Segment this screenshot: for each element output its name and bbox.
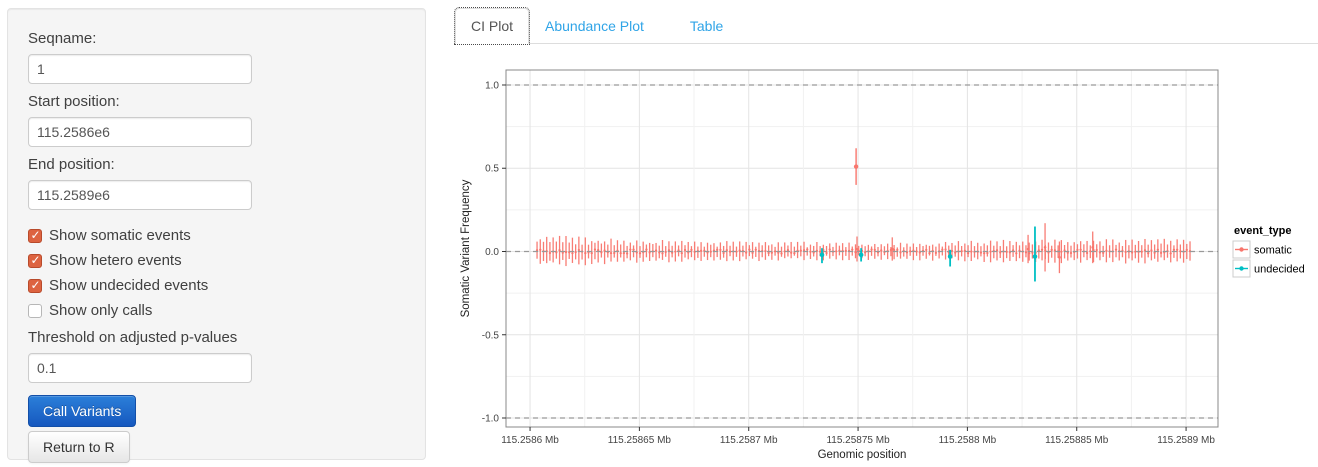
y-tick-label: 0.5 (485, 164, 499, 175)
start-position-label: Start position: (28, 93, 120, 110)
call-variants-button[interactable]: Call Variants (28, 395, 137, 427)
end-position-input[interactable] (28, 180, 252, 210)
checkbox-icon[interactable] (28, 253, 42, 268)
tab-ci-plot[interactable]: CI Plot (453, 7, 531, 45)
undecided-point (858, 252, 864, 258)
checkbox-icon[interactable] (28, 303, 42, 318)
threshold-input[interactable] (28, 353, 252, 383)
checkbox-group: Show somatic events Show hetero events S… (28, 223, 405, 323)
undecided-point (947, 254, 953, 259)
plot-legend (1232, 240, 1251, 278)
seqname-input[interactable] (28, 54, 252, 84)
x-tick-label: 115.25875 Mb (826, 435, 890, 446)
y-tick-label: -0.5 (482, 330, 500, 341)
x-tick-label: 115.25865 Mb (608, 435, 672, 446)
x-tick-label: 115.2586 Mb (501, 435, 559, 446)
legend-label: somatic (1254, 245, 1292, 257)
x-axis-title: Genomic position (818, 449, 907, 461)
checkbox-icon[interactable] (28, 278, 42, 293)
y-tick-label: 1.0 (485, 80, 499, 91)
somatic-outlier-point (853, 164, 859, 169)
sidebar-panel: Seqname: Start position: End position: S… (7, 8, 426, 463)
checkbox-show-only-calls[interactable]: Show only calls (28, 298, 405, 323)
x-tick-label: 115.2587 Mb (720, 435, 778, 446)
legend-title: event_type (1234, 225, 1291, 237)
undecided-point (819, 252, 825, 258)
somatic-band (535, 223, 1192, 274)
legend-label: undecided (1254, 264, 1305, 276)
checkbox-label: Show somatic events (49, 227, 191, 244)
undecided-point (1032, 254, 1038, 259)
y-axis-title: Somatic Variant Frequency (460, 179, 472, 317)
start-position-input[interactable] (28, 117, 252, 147)
threshold-label: Threshold on adjusted p-values (28, 329, 238, 346)
checkbox-icon[interactable] (28, 228, 42, 243)
ci-plot: 115.2586 Mb 115.25865 Mb 115.2587 Mb 115.25… (460, 69, 1305, 461)
y-tick-label: 0.0 (485, 247, 499, 258)
end-position-label: End position: (28, 156, 115, 173)
seqname-label: Seqname: (28, 30, 97, 47)
x-tick-label: 115.2589 Mb (1157, 435, 1215, 446)
tab-bar: CI Plot Abundance Plot Table (453, 0, 1318, 45)
main-panel: CI Plot Abundance Plot Table 115.2586 Mb… (453, 0, 1318, 463)
tab-table[interactable]: Table (689, 18, 724, 34)
checkbox-label: Show hetero events (49, 252, 182, 269)
checkbox-label: Show undecided events (49, 277, 209, 294)
return-to-r-button[interactable]: Return to R (28, 431, 130, 463)
checkbox-show-undecided[interactable]: Show undecided events (28, 273, 405, 298)
y-tick-label: -1.0 (482, 414, 500, 425)
x-tick-label: 115.25885 Mb (1045, 435, 1109, 446)
checkbox-show-hetero[interactable]: Show hetero events (28, 248, 405, 273)
tab-abundance-plot[interactable]: Abundance Plot (545, 18, 644, 34)
checkbox-show-somatic[interactable]: Show somatic events (28, 223, 405, 248)
checkbox-label: Show only calls (49, 302, 153, 319)
x-tick-label: 115.2588 Mb (939, 435, 997, 446)
